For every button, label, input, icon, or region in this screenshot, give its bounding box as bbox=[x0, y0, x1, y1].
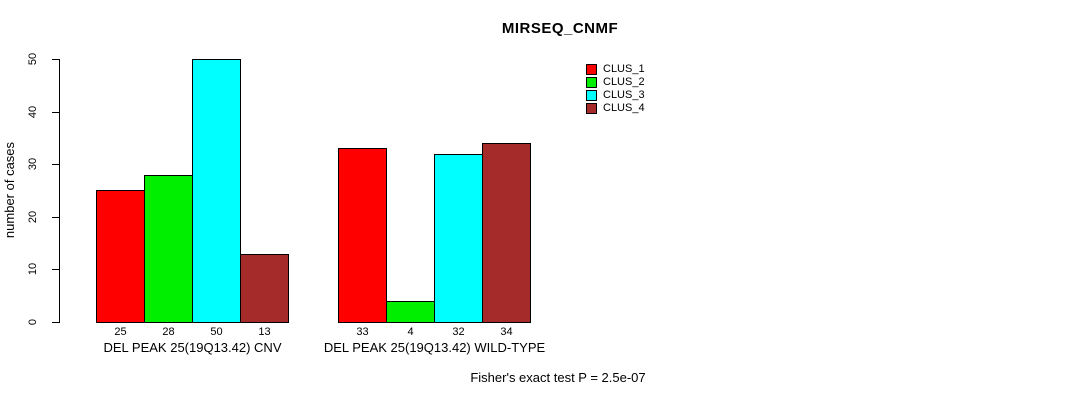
bar-value-label: 32 bbox=[452, 326, 465, 338]
y-axis-tick bbox=[52, 59, 59, 60]
y-axis-tick bbox=[52, 164, 59, 166]
y-axis-tick-label: 20 bbox=[27, 210, 39, 223]
bar-clus_3-group2 bbox=[434, 154, 483, 323]
y-axis-tick-label: 30 bbox=[27, 158, 39, 171]
y-axis-line bbox=[59, 59, 60, 323]
y-axis-tick-label: 40 bbox=[27, 105, 39, 118]
bar-clus_2-group2 bbox=[386, 301, 435, 323]
legend-item-clus_1: CLUS_1 bbox=[586, 63, 645, 76]
y-axis-tick-label: 0 bbox=[27, 318, 39, 326]
bar-clus_2-group1 bbox=[144, 175, 193, 323]
y-axis-tick bbox=[52, 216, 59, 218]
bar-value-label: 50 bbox=[210, 326, 223, 338]
y-axis-tick-label: 10 bbox=[27, 263, 39, 276]
bar-value-label: 25 bbox=[114, 326, 127, 338]
bar-value-label: 4 bbox=[407, 326, 414, 338]
legend-item-clus_3: CLUS_3 bbox=[586, 89, 645, 102]
group-label: DEL PEAK 25(19Q13.42) WILD-TYPE bbox=[323, 340, 546, 355]
bar-clus_1-group2 bbox=[338, 148, 387, 323]
chart-title: MIRSEQ_CNMF bbox=[501, 20, 619, 37]
bar-value-label: 33 bbox=[356, 326, 369, 338]
legend-item-label: CLUS_2 bbox=[603, 76, 645, 88]
bar-clus_3-group1 bbox=[192, 59, 241, 323]
group-label: DEL PEAK 25(19Q13.42) CNV bbox=[103, 340, 282, 355]
bar-value-label: 13 bbox=[258, 326, 271, 338]
y-axis-tick bbox=[52, 111, 59, 113]
legend-item-label: CLUS_4 bbox=[603, 102, 645, 114]
y-axis-tick bbox=[52, 322, 59, 323]
legend-swatch-icon bbox=[586, 64, 597, 75]
legend-item-label: CLUS_3 bbox=[603, 89, 645, 101]
bar-clus_4-group2 bbox=[482, 143, 531, 323]
legend-item-clus_4: CLUS_4 bbox=[586, 102, 645, 115]
bar-clus_4-group1 bbox=[240, 254, 289, 323]
y-axis-tick bbox=[52, 269, 59, 271]
legend-item-label: CLUS_1 bbox=[603, 63, 645, 75]
legend-swatch-icon bbox=[586, 90, 597, 101]
bar-value-label: 28 bbox=[162, 326, 175, 338]
y-axis-label: number of cases bbox=[2, 141, 17, 239]
annotation-text: Fisher's exact test P = 2.5e-07 bbox=[470, 370, 646, 385]
bar-clus_1-group1 bbox=[96, 190, 145, 323]
y-axis-tick-label: 50 bbox=[27, 52, 39, 66]
bar-value-label: 34 bbox=[500, 326, 513, 338]
legend-swatch-icon bbox=[586, 103, 597, 114]
legend-item-clus_2: CLUS_2 bbox=[586, 76, 645, 89]
legend: CLUS_1 CLUS_2 CLUS_3 CLUS_4 bbox=[586, 63, 645, 115]
legend-swatch-icon bbox=[586, 77, 597, 88]
